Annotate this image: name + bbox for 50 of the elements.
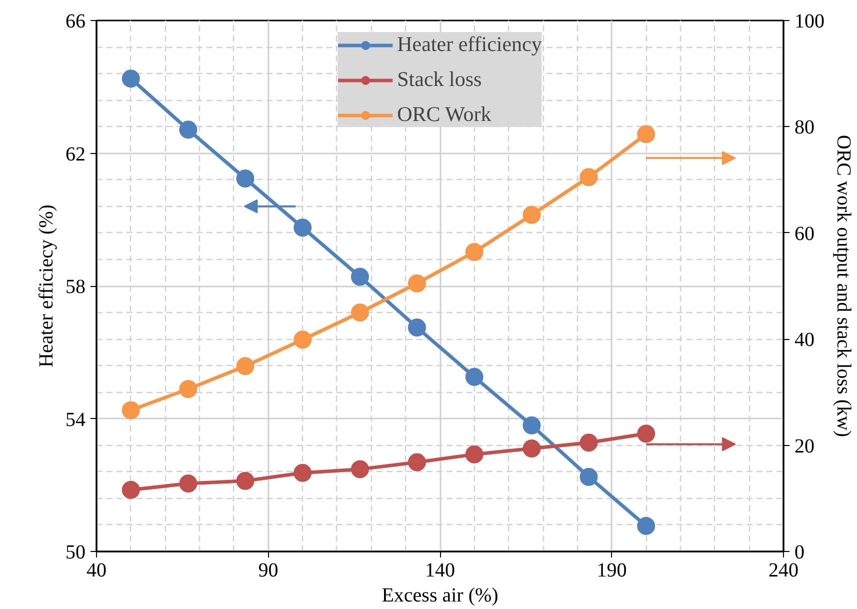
point <box>122 480 140 499</box>
point <box>580 434 598 452</box>
point <box>522 440 541 458</box>
x-tick-label: 190 <box>596 560 627 582</box>
point <box>465 243 484 261</box>
point <box>637 125 656 144</box>
y-tick-label: 50 <box>66 542 86 564</box>
legend-label: Stack loss <box>397 67 482 92</box>
point <box>637 516 656 535</box>
x-axis-title: Excess air (%) <box>382 584 498 606</box>
y2-tick-label: 80 <box>794 116 814 139</box>
y-axis-title: Heater efficiecy (%) <box>36 204 58 368</box>
point <box>637 424 656 443</box>
point <box>408 318 426 336</box>
point <box>350 460 369 478</box>
x-tick-label: 40 <box>86 560 106 582</box>
y2-tick-label: 60 <box>794 222 814 245</box>
y-tick-label: 54 <box>66 408 86 431</box>
point <box>179 380 198 398</box>
point <box>236 357 254 376</box>
point <box>294 464 312 482</box>
point <box>236 472 254 490</box>
point <box>465 368 484 386</box>
legend-label: Heater efficiency <box>397 32 542 57</box>
y-tick-label: 62 <box>66 143 86 166</box>
point <box>236 169 254 188</box>
y-tick-label: 58 <box>66 276 86 298</box>
y2-tick-label: 20 <box>794 435 814 458</box>
point <box>465 445 484 464</box>
x-tick-label: 90 <box>258 560 278 582</box>
point <box>294 330 312 349</box>
point <box>522 416 541 434</box>
point <box>580 168 598 186</box>
y-tick-label: 66 <box>66 10 86 32</box>
point <box>179 120 198 139</box>
point <box>522 206 541 224</box>
point <box>294 218 312 237</box>
legend-label: ORC Work <box>397 102 492 127</box>
point <box>408 274 426 292</box>
point <box>179 474 198 493</box>
x-tick-label: 140 <box>425 560 455 582</box>
y2-tick-label: 40 <box>794 329 814 352</box>
point <box>350 304 369 322</box>
point <box>122 401 140 420</box>
point <box>408 453 426 472</box>
point <box>580 468 598 486</box>
y2-tick-label: 100 <box>794 10 824 32</box>
point <box>350 268 369 286</box>
point <box>122 70 140 88</box>
y2-axis-title: ORC work output and stack loss (kw) <box>832 134 854 438</box>
